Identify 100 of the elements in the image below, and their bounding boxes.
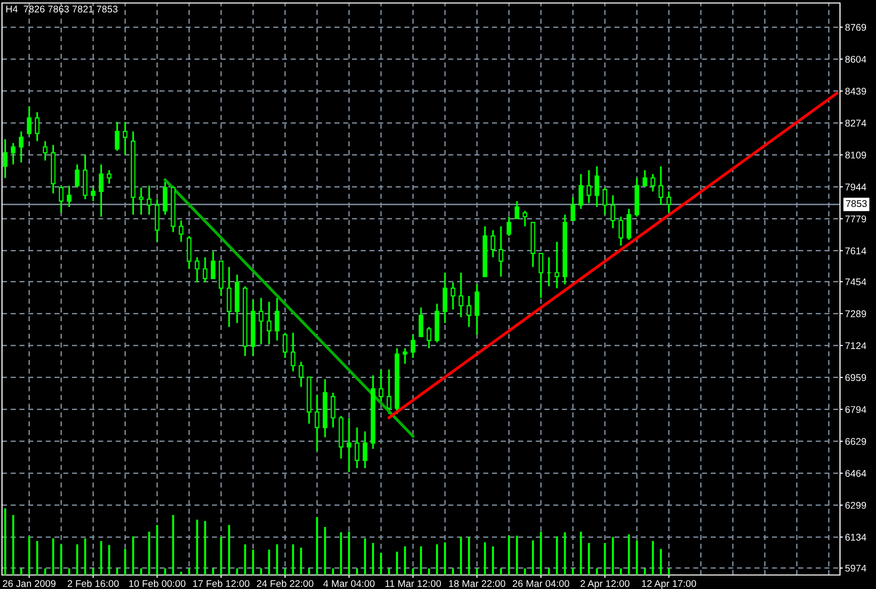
y-tick-label: 5974 [845, 564, 866, 572]
candlestick [466, 295, 472, 328]
bar [380, 553, 382, 575]
y-tick-label: 6464 [845, 470, 866, 477]
bar [460, 537, 462, 575]
candlestick [18, 130, 24, 164]
bar [492, 546, 494, 575]
candlestick [362, 430, 368, 470]
candlestick [554, 240, 560, 290]
bar [180, 572, 182, 575]
bar [484, 542, 486, 575]
bar [252, 550, 254, 575]
bar [4, 508, 6, 575]
candlestick [586, 169, 592, 204]
x-tick-label: 18 Mar 22:00 [449, 580, 506, 587]
x-tick-label: 12 Apr 17:00 [642, 580, 696, 589]
candlestick [98, 164, 104, 218]
bar [476, 568, 478, 575]
bar [148, 532, 150, 575]
bar [188, 568, 190, 575]
bar [60, 544, 62, 575]
candlestick [450, 282, 456, 310]
candlestick [106, 169, 112, 185]
candlestick [330, 392, 336, 428]
candlestick [194, 256, 200, 284]
candlestick [402, 347, 408, 365]
bar [564, 532, 566, 575]
candlestick [122, 120, 128, 156]
candlestick [146, 184, 152, 216]
candlestick [594, 165, 600, 208]
bar [332, 568, 334, 575]
candlestick [578, 173, 584, 210]
bar [212, 568, 214, 575]
bar [444, 542, 446, 575]
chart-title: H4 7826 7863 7821 7853 [6, 6, 118, 12]
candlestick [602, 186, 608, 216]
bar [52, 538, 54, 575]
x-tick-label: 17 Feb 12:00 [193, 580, 250, 587]
y-tick-label: 6629 [845, 438, 866, 445]
candlestick [210, 250, 216, 280]
bar [644, 568, 646, 575]
candlestick [114, 120, 120, 152]
bar [276, 544, 278, 575]
x-tick-label: 4 Mar 04:00 [323, 580, 375, 587]
bar [220, 537, 222, 575]
y-tick-label: 7454 [845, 278, 866, 286]
candlestick [514, 200, 520, 220]
bar [548, 568, 550, 575]
candlestick [386, 368, 392, 415]
bar [244, 544, 246, 575]
bar [324, 527, 326, 575]
y-tick-label: 7614 [845, 247, 866, 254]
candlestick [314, 394, 320, 452]
y-tick-label: 7779 [845, 215, 866, 222]
candlestick [162, 180, 168, 216]
y-tick-label: 7289 [845, 310, 866, 318]
y-tick-label: 8769 [845, 24, 866, 31]
bar [516, 536, 518, 575]
bar [668, 568, 670, 575]
y-tick-label: 6794 [845, 406, 866, 413]
y-tick-label: 6299 [845, 502, 866, 509]
x-tick-label: 2 Feb 16:00 [68, 580, 119, 587]
candlestick [290, 332, 296, 372]
candlestick [522, 210, 528, 228]
candlestick [178, 220, 184, 243]
candlestick [490, 229, 496, 258]
candlestick [610, 194, 616, 230]
bar [508, 536, 510, 575]
bar [556, 536, 558, 575]
bar [36, 541, 38, 575]
bar [228, 525, 230, 575]
bar [524, 568, 526, 575]
bar [580, 532, 582, 575]
candlestick [274, 297, 280, 342]
bar [596, 568, 598, 575]
bar [84, 538, 86, 575]
bar [452, 568, 454, 575]
bar [76, 544, 78, 575]
x-tick-label: 10 Feb 00:00 [129, 580, 186, 587]
candlestick [258, 297, 264, 346]
bar [412, 568, 414, 575]
bar [356, 568, 358, 575]
candlestick [2, 138, 8, 179]
y-tick-label: 7124 [845, 342, 866, 350]
bar [172, 515, 174, 575]
candlestick [266, 300, 272, 346]
candlestick [298, 360, 304, 388]
bar [44, 568, 46, 575]
candlestick [346, 417, 352, 473]
y-tick-label: 6959 [845, 374, 866, 382]
bar [196, 520, 198, 575]
bar [308, 568, 310, 575]
bar [340, 532, 342, 575]
bar [364, 538, 366, 575]
y-tick-label: 7944 [845, 184, 866, 190]
candlestick [202, 256, 208, 284]
candlestick [42, 140, 48, 162]
bar [260, 568, 262, 575]
candlestick [418, 306, 424, 338]
ref-line-label: 7853 [846, 200, 867, 208]
